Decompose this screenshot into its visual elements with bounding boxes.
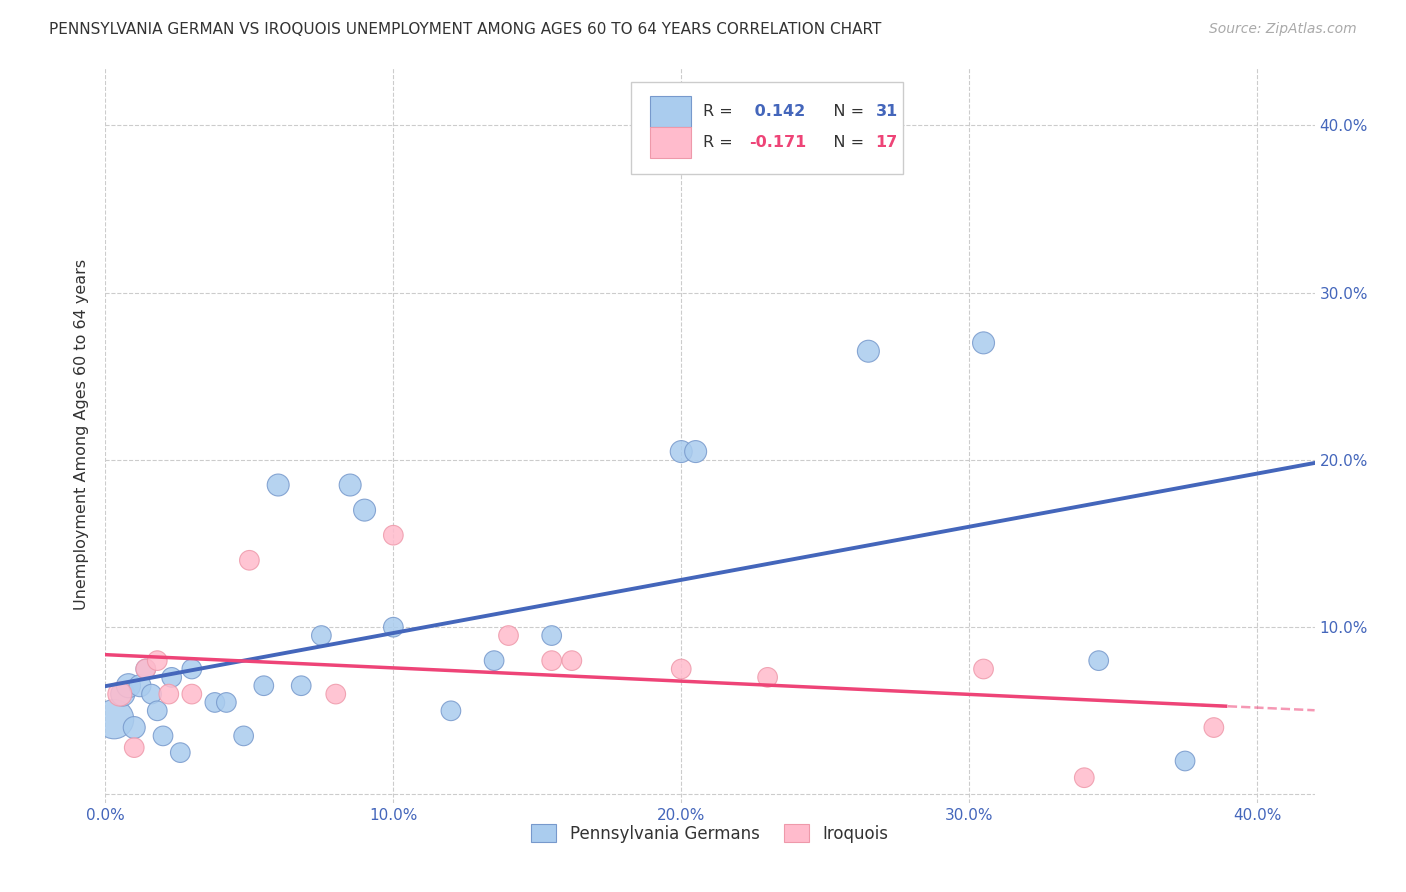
Point <box>238 553 260 567</box>
Point <box>146 654 169 668</box>
Text: R =: R = <box>703 103 738 119</box>
Point <box>290 679 312 693</box>
Text: PENNSYLVANIA GERMAN VS IROQUOIS UNEMPLOYMENT AMONG AGES 60 TO 64 YEARS CORRELATI: PENNSYLVANIA GERMAN VS IROQUOIS UNEMPLOY… <box>49 22 882 37</box>
Point <box>685 444 707 458</box>
Y-axis label: Unemployment Among Ages 60 to 64 years: Unemployment Among Ages 60 to 64 years <box>75 260 90 610</box>
Point <box>180 662 202 676</box>
Point <box>973 662 995 676</box>
Point <box>157 687 180 701</box>
Point <box>215 696 238 710</box>
Text: N =: N = <box>818 136 869 150</box>
Point <box>146 704 169 718</box>
Point <box>440 704 463 718</box>
Point <box>540 654 562 668</box>
FancyBboxPatch shape <box>650 128 690 158</box>
Point <box>232 729 254 743</box>
Point <box>152 729 174 743</box>
Point <box>1087 654 1109 668</box>
Text: 31: 31 <box>876 103 898 119</box>
Text: Source: ZipAtlas.com: Source: ZipAtlas.com <box>1209 22 1357 37</box>
Point <box>204 696 226 710</box>
Text: R =: R = <box>703 136 738 150</box>
Point <box>311 628 333 642</box>
Point <box>103 712 125 726</box>
Point <box>382 620 405 634</box>
Point <box>382 528 405 542</box>
Point <box>111 687 134 701</box>
Point <box>267 478 290 492</box>
Point <box>135 662 157 676</box>
Point <box>671 444 693 458</box>
Point <box>561 654 583 668</box>
Point <box>108 687 131 701</box>
Point <box>482 654 505 668</box>
FancyBboxPatch shape <box>650 95 690 127</box>
Legend: Pennsylvania Germans, Iroquois: Pennsylvania Germans, Iroquois <box>524 818 896 850</box>
Point <box>325 687 347 701</box>
Point <box>122 721 145 735</box>
Point <box>253 679 276 693</box>
Point <box>122 740 145 755</box>
Text: -0.171: -0.171 <box>749 136 806 150</box>
Point <box>353 503 375 517</box>
Point <box>180 687 202 701</box>
Point <box>129 679 152 693</box>
Point <box>540 628 562 642</box>
Point <box>858 344 880 359</box>
Point <box>756 670 779 684</box>
Point <box>141 687 163 701</box>
FancyBboxPatch shape <box>631 81 904 174</box>
Point <box>169 746 191 760</box>
Point <box>973 335 995 350</box>
Point <box>1174 754 1197 768</box>
Point <box>339 478 361 492</box>
Point <box>671 662 693 676</box>
Point <box>1073 771 1095 785</box>
Point <box>135 662 157 676</box>
Point <box>160 670 183 684</box>
Point <box>117 679 139 693</box>
Point <box>498 628 520 642</box>
Text: 0.142: 0.142 <box>749 103 806 119</box>
Text: 17: 17 <box>876 136 898 150</box>
Text: N =: N = <box>818 103 869 119</box>
Point <box>1202 721 1225 735</box>
